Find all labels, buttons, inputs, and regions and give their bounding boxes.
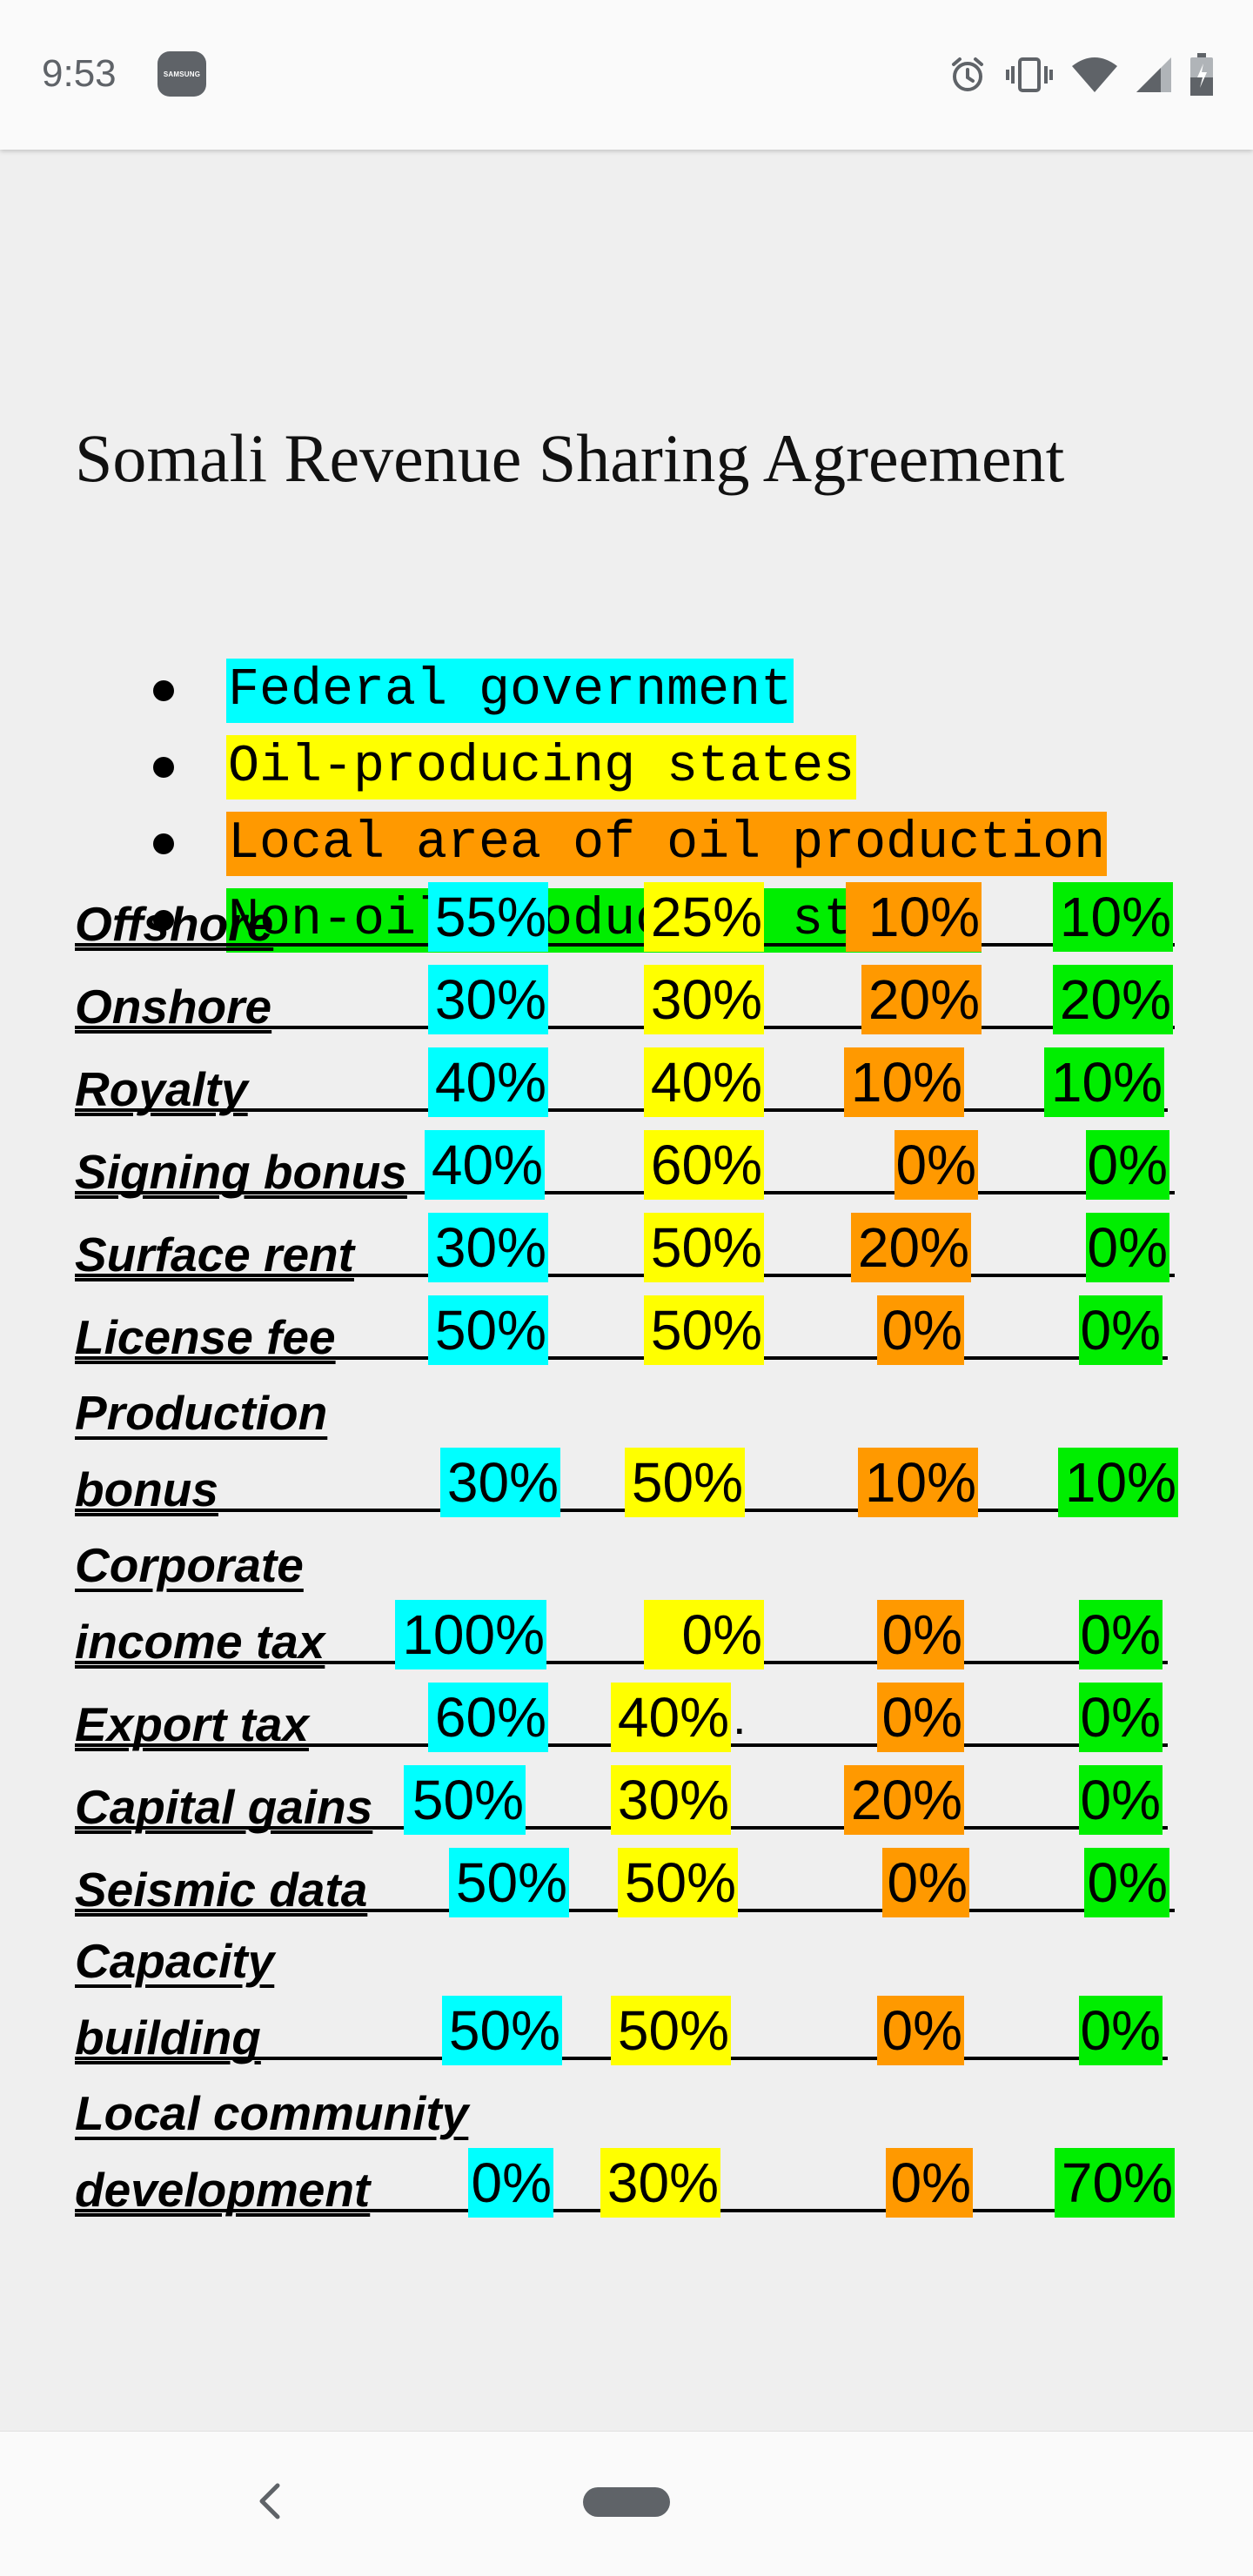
row-underline	[75, 1661, 1168, 1664]
wifi-icon	[1072, 57, 1117, 92]
page-title: Somali Revenue Sharing Agreement	[75, 420, 1065, 496]
legend-label: Oil-producing states	[226, 735, 857, 800]
value-federal: 55%	[428, 882, 548, 952]
row-label-line1: Corporate	[75, 1538, 304, 1592]
value-non-oil-states: 0%	[1084, 1848, 1169, 1917]
bullet-icon	[153, 910, 174, 931]
status-time: 9:53	[42, 52, 117, 95]
value-federal: 50%	[428, 1295, 548, 1365]
value-oil-states: 30%	[600, 2148, 720, 2218]
navigation-bar	[0, 2431, 1253, 2576]
row-underline	[75, 1274, 1175, 1277]
battery-icon	[1190, 53, 1213, 96]
value-oil-states: 30%	[644, 965, 764, 1034]
value-oil-states: 25%	[644, 882, 764, 952]
stray-period: .	[733, 1689, 747, 1744]
row-label: License fee	[75, 1310, 336, 1364]
row-underline	[75, 943, 1175, 947]
bullet-icon	[153, 757, 174, 778]
row-label: Seismic data	[75, 1863, 368, 1917]
value-oil-states: 40%	[644, 1047, 764, 1117]
value-local-area: 0%	[877, 1295, 964, 1365]
row-label-line2: bonus	[75, 1462, 218, 1516]
row-label-line2: development	[75, 2163, 371, 2217]
value-local-area: 0%	[886, 2148, 973, 2218]
value-oil-states: 50%	[618, 1848, 738, 1917]
value-federal: 100%	[395, 1600, 546, 1669]
row-label-line1: Capacity	[75, 1934, 275, 1988]
value-local-area: 10%	[858, 1448, 978, 1517]
value-local-area: 0%	[877, 1600, 964, 1669]
back-button[interactable]	[251, 2477, 289, 2526]
value-federal: 50%	[442, 1996, 562, 2065]
value-local-area: 20%	[861, 965, 982, 1034]
row-underline	[75, 1108, 1168, 1112]
value-local-area: 0%	[882, 1848, 969, 1917]
value-federal: 40%	[425, 1130, 545, 1200]
alarm-icon	[952, 57, 983, 91]
value-oil-states: 50%	[644, 1295, 764, 1365]
row-label: Capital gains	[75, 1780, 373, 1834]
chevron-left-icon	[259, 2483, 280, 2519]
value-non-oil-states: 70%	[1055, 2148, 1175, 2218]
value-federal: 30%	[428, 1213, 548, 1282]
legend-label: Local area of oil production	[226, 812, 1108, 876]
value-oil-states: 60%	[644, 1130, 764, 1200]
value-non-oil-states: 0%	[1086, 1130, 1169, 1200]
legend-label: Federal government	[226, 659, 794, 723]
value-local-area: 0%	[895, 1130, 978, 1200]
value-non-oil-states: 0%	[1086, 1213, 1169, 1282]
row-label-line1: Local community	[75, 2086, 469, 2140]
row-underline	[75, 1026, 1175, 1029]
signal-icon	[1136, 57, 1171, 92]
value-non-oil-states: 20%	[1053, 965, 1173, 1034]
value-federal: 60%	[428, 1683, 548, 1752]
value-local-area: 10%	[844, 1047, 964, 1117]
row-label: Offshore	[75, 897, 274, 951]
value-non-oil-states: 10%	[1053, 882, 1173, 952]
value-oil-states: 50%	[611, 1996, 731, 2065]
value-non-oil-states: 10%	[1058, 1448, 1178, 1517]
value-local-area: 0%	[877, 1683, 964, 1752]
status-bar: 9:53 SAMSUNG	[0, 0, 1253, 150]
row-label-line2: building	[75, 2011, 261, 2064]
value-non-oil-states: 0%	[1079, 1765, 1163, 1835]
row-label-line1: Production	[75, 1386, 328, 1440]
value-local-area: 10%	[846, 882, 982, 952]
value-federal: 30%	[440, 1448, 560, 1517]
row-label-line2: income tax	[75, 1615, 325, 1669]
row-label: Onshore	[75, 980, 272, 1034]
value-oil-states: 50%	[644, 1213, 764, 1282]
value-non-oil-states: 0%	[1079, 1996, 1163, 2065]
value-oil-states: 50%	[625, 1448, 745, 1517]
value-federal: 30%	[428, 965, 548, 1034]
value-federal: 50%	[449, 1848, 569, 1917]
row-label: Royalty	[75, 1062, 248, 1116]
bullet-icon	[153, 680, 174, 701]
value-oil-states: 30%	[611, 1765, 731, 1835]
value-local-area: 20%	[844, 1765, 964, 1835]
value-non-oil-states: 0%	[1079, 1295, 1163, 1365]
status-icons	[947, 52, 1215, 97]
value-local-area: 20%	[851, 1213, 971, 1282]
value-oil-states: 0%	[644, 1600, 764, 1669]
value-federal: 0%	[468, 2148, 553, 2218]
row-underline	[75, 1191, 1175, 1194]
samsung-notification-icon: SAMSUNG	[157, 51, 206, 97]
value-non-oil-states: 10%	[1044, 1047, 1164, 1117]
value-federal: 40%	[428, 1047, 548, 1117]
row-label: Signing bonus	[75, 1145, 407, 1199]
vibrate-icon	[1006, 57, 1053, 92]
value-federal: 50%	[404, 1765, 526, 1835]
row-label: Export tax	[75, 1697, 309, 1751]
home-button[interactable]	[583, 2487, 670, 2517]
value-oil-states: 40%	[611, 1683, 731, 1752]
row-underline	[75, 1356, 1168, 1360]
value-non-oil-states: 0%	[1079, 1683, 1163, 1752]
value-non-oil-states: 0%	[1079, 1600, 1163, 1669]
value-local-area: 0%	[877, 1996, 964, 2065]
bullet-icon	[153, 833, 174, 854]
document-viewer[interactable]: Somali Revenue Sharing Agreement Federal…	[0, 150, 1253, 2431]
row-label: Surface rent	[75, 1228, 354, 1281]
